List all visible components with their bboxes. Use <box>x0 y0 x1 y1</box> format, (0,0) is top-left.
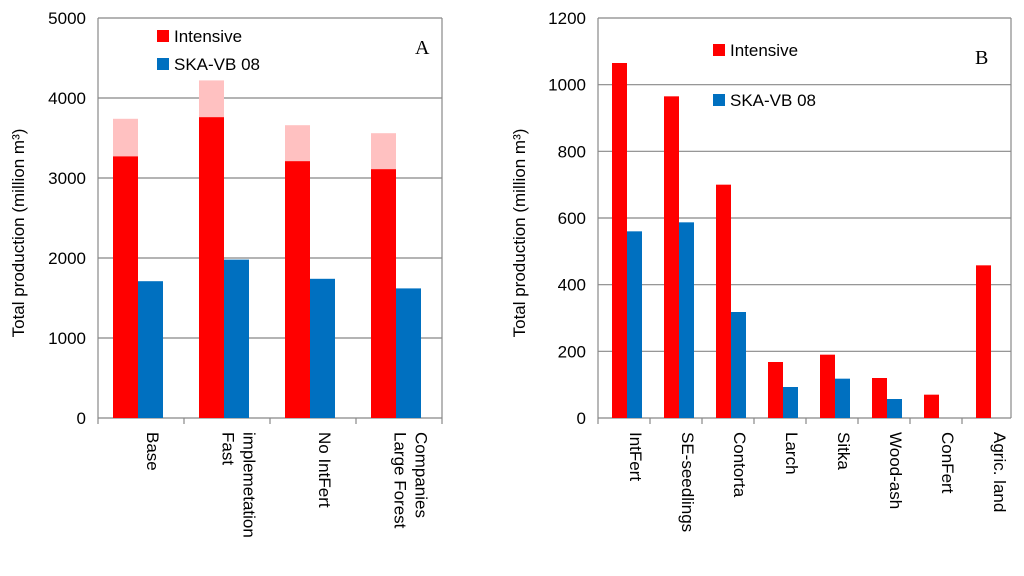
x-category-label: Base <box>143 432 162 471</box>
x-category-label: Agric. land <box>990 432 1009 512</box>
bar-ska-vb-08-contorta <box>731 312 746 418</box>
y-tick-label: 800 <box>558 142 586 161</box>
bar-intensive-no-intfert <box>285 161 310 418</box>
x-category-label: ConFert <box>938 432 957 494</box>
x-category-label: Fast <box>219 432 238 465</box>
y-tick-label: 2000 <box>48 249 86 268</box>
x-category-label: Large Forest <box>391 432 410 529</box>
bar-ska-vb-08-wood-ash <box>887 399 902 418</box>
bar-ska-vb-08-fast-implemetation <box>224 259 249 418</box>
x-category-label: Wood-ash <box>886 432 905 509</box>
bar-ska-vb-08-no-intfert <box>310 278 335 418</box>
bar-intensive-large-forest-companies <box>371 169 396 418</box>
bar-intensive-sitka <box>820 354 835 418</box>
panel-letter: A <box>415 37 430 59</box>
y-tick-label: 4000 <box>48 89 86 108</box>
x-category-label: No IntFert <box>315 432 334 508</box>
panel-b: 0 200 400 600 800 1000 1200 IntFert SE-seedlings… <box>510 9 1012 532</box>
x-category-label: Contorta <box>730 432 749 498</box>
y-axis-title: Total production (million m³) <box>9 129 28 338</box>
x-category-label: SE-seedlings <box>678 432 697 532</box>
legend-swatch-intensive <box>157 30 169 42</box>
bar-intensive-larch <box>768 362 783 418</box>
bar-intensive-base <box>113 156 138 418</box>
legend-swatch-ska-vb-08 <box>713 94 725 106</box>
y-tick-label: 600 <box>558 209 586 228</box>
legend-swatch-ska-vb-08 <box>157 58 169 70</box>
panel-letter: B <box>975 47 988 69</box>
bar-ska-vb-08-large-forest-companies <box>396 288 421 418</box>
bar-intensive-se-seedlings <box>664 96 679 418</box>
x-category-label: IntFert <box>626 432 645 481</box>
bar-intensive-confert <box>924 394 939 418</box>
bar-ska-vb-08-intfert <box>627 231 642 418</box>
y-tick-label: 0 <box>577 409 586 428</box>
x-category-label: Companies <box>412 432 431 518</box>
legend-label-ska-vb-08: SKA-VB 08 <box>730 91 816 110</box>
x-category-label: implemetation <box>240 432 259 538</box>
x-category-label: Larch <box>782 432 801 475</box>
legend-label-intensive: Intensive <box>730 41 798 60</box>
legend-swatch-intensive <box>713 44 725 56</box>
y-tick-label: 200 <box>558 342 586 361</box>
y-tick-label: 0 <box>77 409 86 428</box>
bar-intensive-agric-land <box>976 265 991 418</box>
x-category-label: Sitka <box>834 432 853 470</box>
bar-ska-vb-08-base <box>138 281 163 418</box>
panel-a: 0 1000 2000 3000 4000 5000 Base Fast implemetati… <box>9 9 443 538</box>
y-tick-label: 1000 <box>48 329 86 348</box>
y-tick-label: 1200 <box>548 9 586 28</box>
bar-ska-vb-08-larch <box>783 387 798 418</box>
bar-ska-vb-08-se-seedlings <box>679 222 694 418</box>
y-tick-label: 400 <box>558 276 586 295</box>
legend-label-ska-vb-08: SKA-VB 08 <box>174 55 260 74</box>
bar-intensive-fast-implemetation <box>199 117 224 418</box>
bar-intensive-intfert <box>612 63 627 418</box>
bar-intensive-wood-ash <box>872 378 887 418</box>
y-tick-label: 5000 <box>48 9 86 28</box>
y-tick-label: 1000 <box>548 76 586 95</box>
y-axis-title: Total production (million m³) <box>510 129 529 338</box>
bar-intensive-contorta <box>716 184 731 418</box>
y-tick-label: 3000 <box>48 169 86 188</box>
legend-label-intensive: Intensive <box>174 27 242 46</box>
bar-ska-vb-08-sitka <box>835 378 850 418</box>
